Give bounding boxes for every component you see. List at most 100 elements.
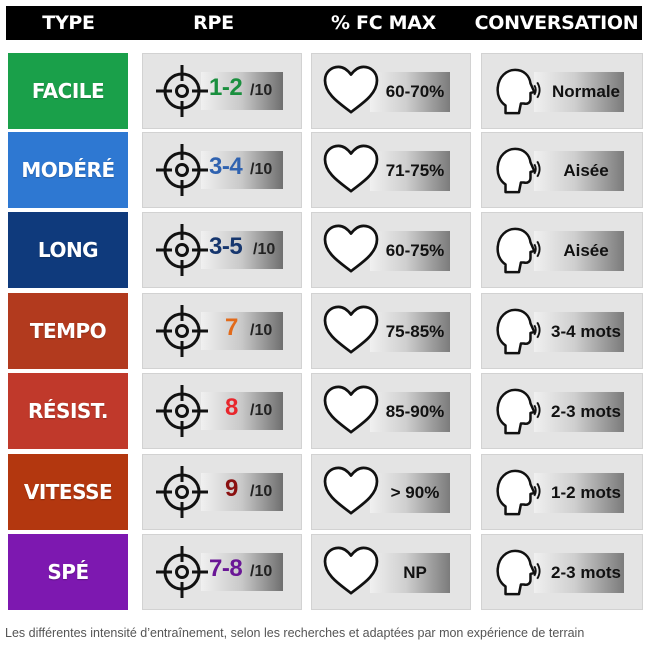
conversation-gradient bbox=[534, 392, 624, 432]
rpe-value: 3-4 bbox=[209, 153, 243, 180]
speaking-head-icon bbox=[494, 67, 542, 117]
type-label: TEMPO bbox=[8, 293, 128, 369]
conversation-gradient bbox=[534, 553, 624, 593]
conversation-value: 2-3 mots bbox=[551, 402, 621, 421]
rpe-denominator: /10 bbox=[250, 402, 273, 419]
fc-gradient bbox=[370, 392, 450, 432]
table-row: MODÉRÉ 3-4 /10 71-75% Aisée bbox=[6, 132, 643, 208]
conversation-value: 3-4 mots bbox=[551, 322, 621, 341]
fc-value: 71-75% bbox=[385, 161, 445, 180]
table-row: FACILE 1-2 /10 60-70% Normale bbox=[6, 53, 643, 129]
rpe-value: 9 bbox=[225, 475, 238, 502]
conversation-cell: 2-3 mots bbox=[481, 373, 643, 449]
rpe-denominator: /10 bbox=[250, 161, 273, 178]
table-row: VITESSE 9 /10 > 90% 1-2 mots bbox=[6, 454, 643, 530]
fc-cell: 71-75% bbox=[311, 132, 471, 208]
fc-value: NP bbox=[403, 563, 427, 582]
fc-cell: 60-75% bbox=[311, 212, 471, 288]
rpe-gradient bbox=[201, 151, 283, 189]
conversation-gradient bbox=[534, 151, 624, 191]
fc-cell: > 90% bbox=[311, 454, 471, 530]
conversation-cell: Aisée bbox=[481, 132, 643, 208]
conversation-cell: 2-3 mots bbox=[481, 534, 643, 610]
crosshair-icon bbox=[155, 384, 209, 438]
heart-icon bbox=[322, 143, 380, 195]
fc-gradient bbox=[370, 312, 450, 352]
rpe-cell: 1-2 /10 bbox=[142, 53, 302, 129]
fc-value: 60-75% bbox=[385, 241, 445, 260]
crosshair-icon bbox=[155, 545, 209, 599]
crosshair-icon bbox=[155, 143, 209, 197]
conversation-value: Aisée bbox=[563, 161, 609, 180]
type-label: VITESSE bbox=[8, 454, 128, 530]
rpe-denominator: /10 bbox=[250, 322, 273, 339]
conversation-gradient bbox=[534, 231, 624, 271]
heart-icon bbox=[322, 545, 380, 597]
table-header: TYPE RPE % FC MAX CONVERSATION bbox=[6, 6, 642, 40]
conversation-cell: Normale bbox=[481, 53, 643, 129]
crosshair-icon bbox=[155, 223, 209, 277]
header-conversation: CONVERSATION bbox=[474, 12, 639, 34]
fc-gradient bbox=[370, 231, 450, 271]
conversation-cell: 3-4 mots bbox=[481, 293, 643, 369]
rpe-value: 7 bbox=[225, 314, 238, 341]
fc-cell: 85-90% bbox=[311, 373, 471, 449]
rpe-denominator: /10 bbox=[250, 483, 273, 500]
conversation-value: Aisée bbox=[563, 241, 609, 260]
heart-icon bbox=[322, 304, 380, 356]
rpe-value: 7-8 bbox=[209, 555, 243, 582]
rpe-gradient bbox=[201, 473, 283, 511]
conversation-cell: 1-2 mots bbox=[481, 454, 643, 530]
type-label: FACILE bbox=[8, 53, 128, 129]
speaking-head-icon bbox=[494, 468, 542, 518]
conversation-value: 1-2 mots bbox=[551, 483, 621, 502]
crosshair-icon bbox=[155, 465, 209, 519]
header-rpe: RPE bbox=[193, 12, 234, 34]
type-label: SPÉ bbox=[8, 534, 128, 610]
rpe-cell: 3-4 /10 bbox=[142, 132, 302, 208]
conversation-gradient bbox=[534, 473, 624, 513]
fc-cell: 75-85% bbox=[311, 293, 471, 369]
conversation-gradient bbox=[534, 72, 624, 112]
fc-value: > 90% bbox=[390, 483, 440, 502]
speaking-head-icon bbox=[494, 548, 542, 598]
rpe-cell: 7-8 /10 bbox=[142, 534, 302, 610]
fc-gradient bbox=[370, 72, 450, 112]
fc-cell: 60-70% bbox=[311, 53, 471, 129]
speaking-head-icon bbox=[494, 387, 542, 437]
speaking-head-icon bbox=[494, 226, 542, 276]
header-fc-max: % FC MAX bbox=[330, 12, 437, 34]
rpe-cell: 9 /10 bbox=[142, 454, 302, 530]
heart-icon bbox=[322, 384, 380, 436]
rpe-cell: 3-5 /10 bbox=[142, 212, 302, 288]
crosshair-icon bbox=[155, 304, 209, 358]
table-row: TEMPO 7 /10 75-85% 3-4 mots bbox=[6, 293, 643, 369]
heart-icon bbox=[322, 465, 380, 517]
conversation-gradient bbox=[534, 312, 624, 352]
rpe-cell: 7 /10 bbox=[142, 293, 302, 369]
header-type: TYPE bbox=[42, 12, 95, 34]
conversation-value: Normale bbox=[551, 82, 621, 101]
rpe-denominator: /10 bbox=[250, 563, 273, 580]
rpe-gradient bbox=[201, 553, 283, 591]
rpe-value: 8 bbox=[225, 394, 238, 421]
rpe-gradient bbox=[201, 72, 283, 110]
fc-value: 85-90% bbox=[385, 402, 445, 421]
type-label: MODÉRÉ bbox=[8, 132, 128, 208]
speaking-head-icon bbox=[494, 307, 542, 357]
rpe-value: 1-2 bbox=[209, 74, 243, 101]
conversation-value: 2-3 mots bbox=[551, 563, 621, 582]
rpe-gradient bbox=[201, 392, 283, 430]
rpe-cell: 8 /10 bbox=[142, 373, 302, 449]
crosshair-icon bbox=[155, 64, 209, 118]
fc-gradient bbox=[370, 553, 450, 593]
rpe-gradient bbox=[201, 312, 283, 350]
heart-icon bbox=[322, 64, 380, 116]
type-label: LONG bbox=[8, 212, 128, 288]
table-row: LONG 3-5 /10 60-75% Aisée bbox=[6, 212, 643, 288]
table-row: SPÉ 7-8 /10 NP 2-3 mots bbox=[6, 534, 643, 610]
speaking-head-icon bbox=[494, 146, 542, 196]
fc-value: 75-85% bbox=[385, 322, 445, 341]
fc-cell: NP bbox=[311, 534, 471, 610]
rpe-value: 3-5 bbox=[209, 233, 243, 260]
